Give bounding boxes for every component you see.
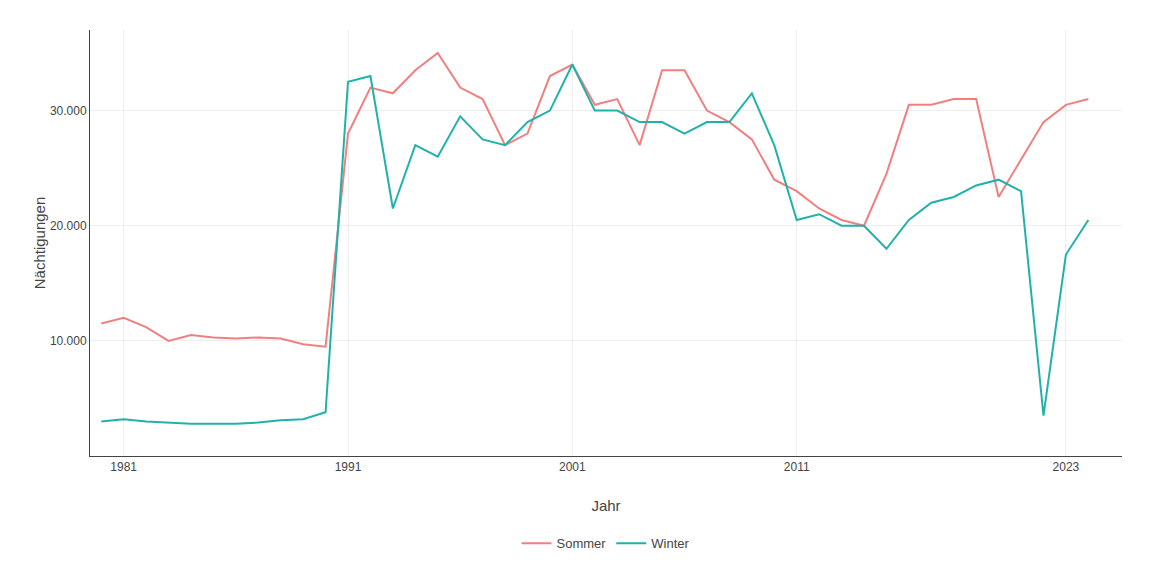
svg-text:Nächtigungen: Nächtigungen bbox=[31, 197, 48, 290]
svg-text:30.000: 30.000 bbox=[50, 104, 87, 118]
svg-text:Jahr: Jahr bbox=[591, 497, 620, 514]
svg-text:Winter: Winter bbox=[651, 536, 689, 551]
svg-text:2001: 2001 bbox=[559, 460, 586, 474]
svg-text:20.000: 20.000 bbox=[50, 219, 87, 233]
svg-text:2011: 2011 bbox=[784, 460, 810, 474]
svg-text:Sommer: Sommer bbox=[557, 536, 607, 551]
svg-text:1981: 1981 bbox=[110, 460, 137, 474]
svg-text:2023: 2023 bbox=[1053, 460, 1080, 474]
svg-text:1991: 1991 bbox=[335, 460, 362, 474]
svg-text:10.000: 10.000 bbox=[50, 334, 87, 348]
